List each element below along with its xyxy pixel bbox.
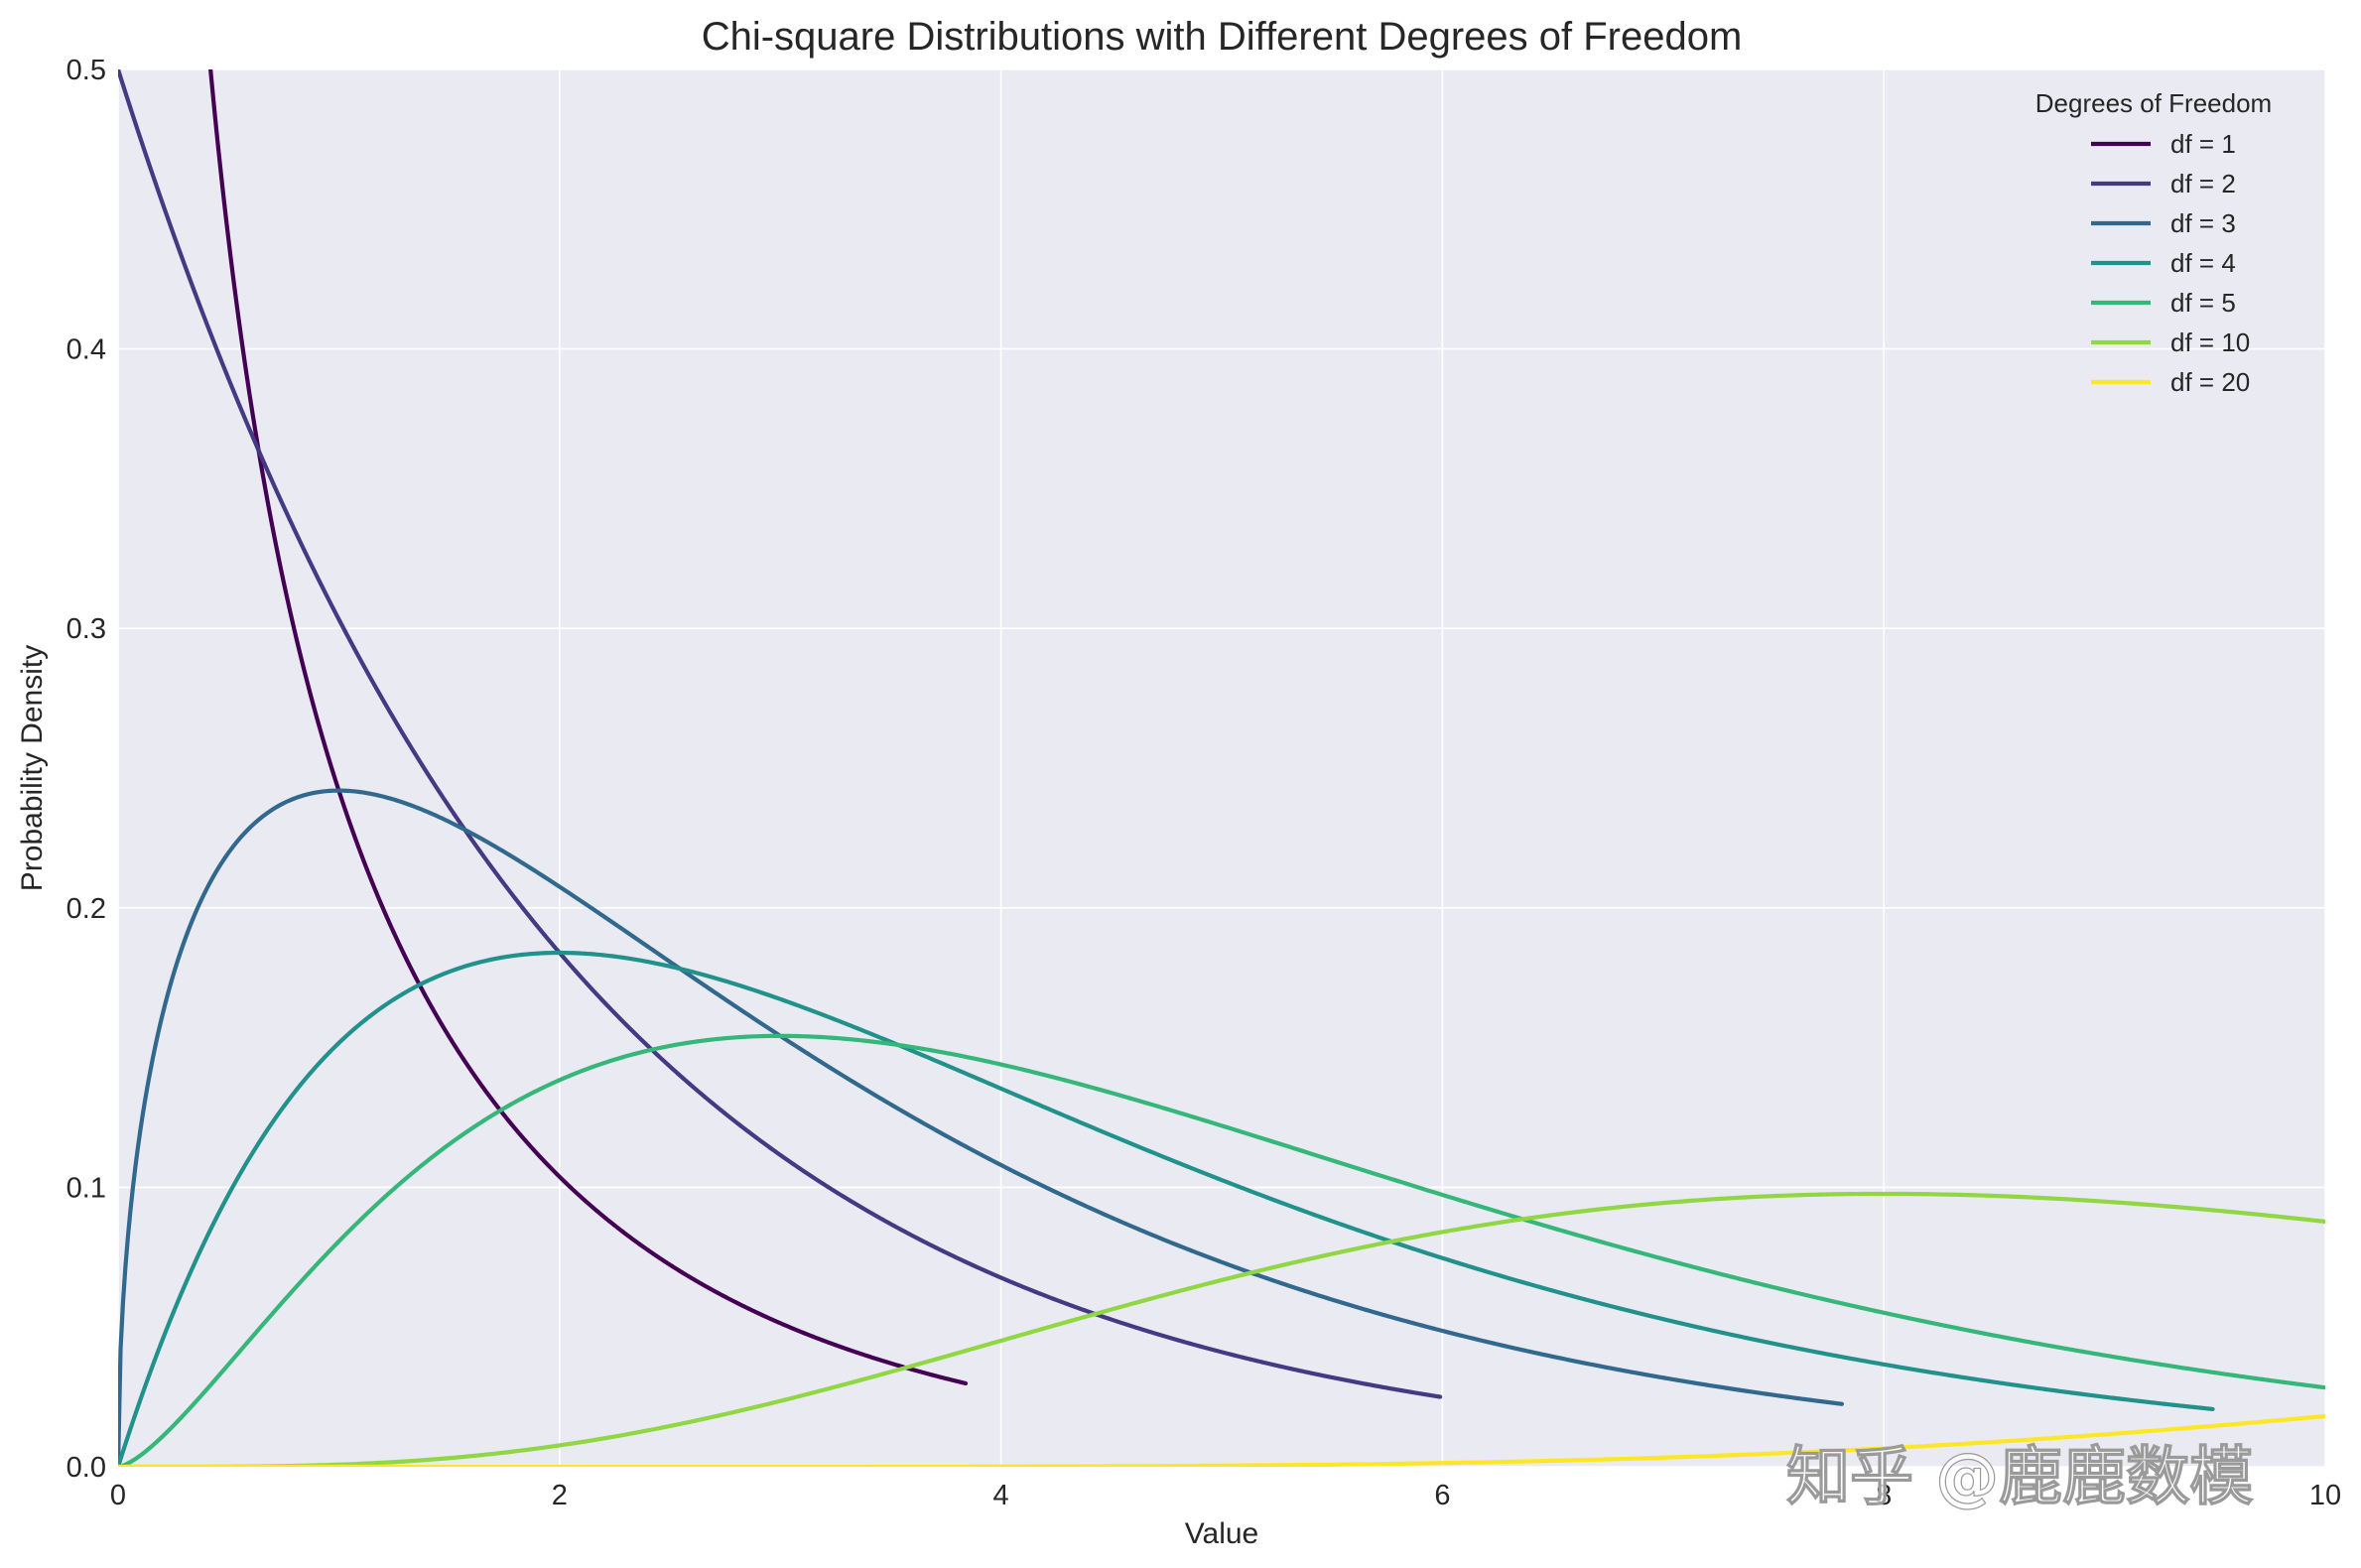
series-line-df-4 bbox=[118, 950, 2215, 1467]
legend: Degrees of Freedom df = 1 df = 2 df = 3 df … bbox=[2035, 88, 2272, 397]
legend-label-df-20: df = 20 bbox=[2170, 367, 2250, 397]
x-tick-label: 10 bbox=[2309, 1480, 2341, 1511]
series-lines bbox=[118, 69, 2325, 1467]
x-tick-label: 8 bbox=[1876, 1480, 1892, 1511]
series-line-df-20 bbox=[118, 1413, 2325, 1467]
legend-title: Degrees of Freedom bbox=[2035, 88, 2272, 118]
y-axis-ticks: 0.0 0.1 0.2 0.3 0.4 0.5 bbox=[66, 55, 106, 1484]
legend-label-df-5: df = 5 bbox=[2170, 288, 2236, 318]
x-axis-ticks: 0 2 4 6 8 10 bbox=[110, 1480, 2341, 1511]
x-tick-label: 0 bbox=[110, 1480, 126, 1511]
chart-title: Chi-square Distributions with Different … bbox=[702, 15, 1743, 59]
legend-label-df-10: df = 10 bbox=[2170, 327, 2250, 357]
y-tick-label: 0.3 bbox=[66, 613, 106, 645]
y-tick-label: 0.2 bbox=[66, 893, 106, 925]
y-tick-label: 0.0 bbox=[66, 1452, 106, 1484]
x-tick-label: 2 bbox=[552, 1480, 568, 1511]
series-line-df-2 bbox=[118, 69, 1443, 1399]
legend-label-df-2: df = 2 bbox=[2170, 169, 2236, 198]
series-line-df-3 bbox=[118, 788, 1845, 1467]
y-axis-label: Probability Density bbox=[16, 645, 49, 891]
y-tick-label: 0.5 bbox=[66, 55, 106, 86]
x-axis-label: Value bbox=[1185, 1517, 1259, 1550]
series-line-df-5 bbox=[118, 1033, 2325, 1467]
y-tick-label: 0.4 bbox=[66, 334, 106, 366]
watermark: 知乎 @鹿鹿数模 bbox=[1786, 1441, 2253, 1514]
legend-label-df-3: df = 3 bbox=[2170, 208, 2236, 238]
plot-background bbox=[118, 69, 2325, 1467]
legend-label-df-4: df = 4 bbox=[2170, 248, 2236, 278]
x-tick-label: 6 bbox=[1434, 1480, 1450, 1511]
x-tick-label: 4 bbox=[993, 1480, 1009, 1511]
series-line-df-10 bbox=[118, 1191, 2325, 1467]
y-tick-label: 0.1 bbox=[66, 1172, 106, 1204]
legend-label-df-1: df = 1 bbox=[2170, 129, 2236, 159]
